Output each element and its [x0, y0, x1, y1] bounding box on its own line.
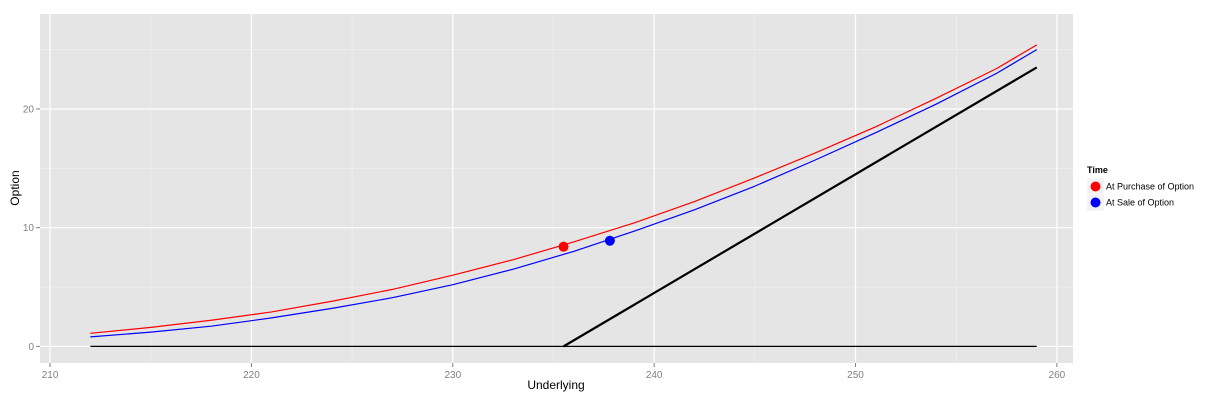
- x-tick-label: 240: [646, 370, 663, 381]
- x-axis-ticks: 210 220 230 240 250 260: [42, 363, 1066, 381]
- data-point-0: [558, 241, 569, 252]
- minor-gridlines: [40, 14, 1073, 363]
- x-tick-label: 220: [243, 370, 260, 381]
- legend-title: Time: [1087, 165, 1108, 175]
- points-layer: [558, 235, 615, 252]
- data-point-1: [604, 235, 615, 246]
- y-tick-label: 20: [23, 104, 35, 115]
- legend-key-dot: [1090, 181, 1101, 192]
- x-tick-label: 230: [444, 370, 461, 381]
- y-axis-ticks: 0 10 20: [23, 104, 40, 353]
- x-tick-label: 260: [1049, 370, 1066, 381]
- legend-label: At Purchase of Option: [1106, 182, 1194, 192]
- x-axis-title: Underlying: [527, 378, 584, 392]
- y-tick-label: 0: [28, 342, 34, 353]
- plot-panel: [40, 14, 1073, 363]
- series-line-1: [90, 49, 1038, 338]
- x-tick-label: 210: [42, 370, 59, 381]
- series-line-2: [562, 66, 1038, 348]
- legend-label: At Sale of Option: [1106, 198, 1174, 208]
- legend-entry-sale: At Sale of Option: [1086, 193, 1174, 212]
- y-axis-title: Option: [8, 170, 22, 205]
- x-tick-label: 250: [847, 370, 864, 381]
- series-line-0: [90, 44, 1038, 334]
- series-layer: [90, 44, 1038, 348]
- y-tick-label: 10: [23, 223, 35, 234]
- legend-key-dot: [1090, 197, 1101, 208]
- legend-entry-purchase: At Purchase of Option: [1086, 177, 1194, 196]
- legend: Time At Purchase of Option At Sale of Op…: [1086, 165, 1194, 212]
